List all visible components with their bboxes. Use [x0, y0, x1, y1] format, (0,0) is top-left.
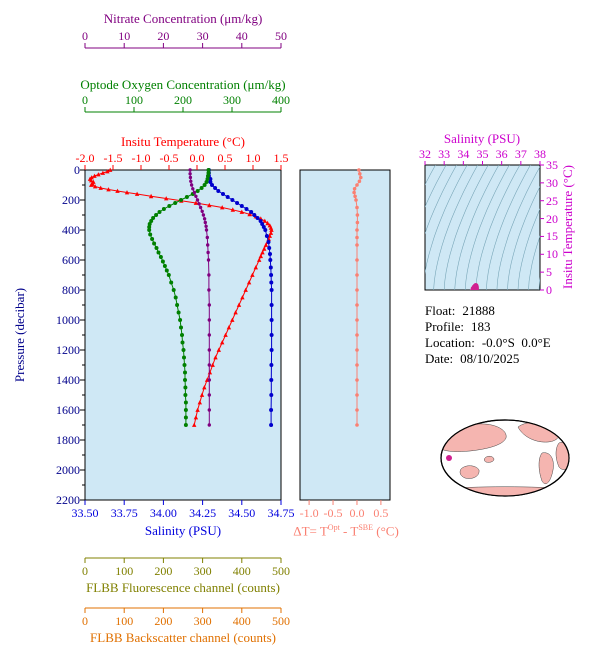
tick-label: 15 [546, 229, 558, 244]
salinity-axis-title: Salinity (PSU) [144, 523, 222, 538]
delta-t-sup-opt: Opt [327, 523, 340, 532]
tick-label: 100 [115, 614, 134, 628]
tick-label: 200 [62, 193, 80, 207]
tick-label: 40 [235, 29, 248, 43]
tick-label: 400 [232, 614, 251, 628]
tick-label: 20 [157, 29, 170, 43]
tick-label: 0 [82, 93, 88, 107]
tick-label: 500 [272, 614, 290, 628]
tick-label: 34.50 [228, 506, 256, 520]
tick-label: 5 [546, 265, 552, 280]
tick-label: -0.5 [159, 151, 179, 165]
tick-label: 0 [74, 163, 80, 177]
tick-label: 100 [115, 564, 134, 578]
tick-label: 50 [275, 29, 287, 43]
tick-label: 38 [534, 147, 546, 161]
tick-label: 300 [193, 564, 212, 578]
tick-label: 35 [546, 158, 558, 172]
tick-label: 33.50 [71, 506, 99, 520]
nitrate-axis-title: Nitrate Concentration (μm/kg) [103, 11, 263, 26]
tick-label: 400 [272, 93, 290, 107]
tick-label: 0 [546, 283, 552, 297]
profile-row: Profile: 183 [425, 319, 551, 335]
ts-salinity-title: Salinity (PSU) [443, 131, 521, 146]
tick-label: 400 [232, 564, 251, 578]
ts-temperature-title: Insitu Temperature (°C) [560, 165, 575, 289]
delta-t-title-part: - T [339, 523, 359, 539]
temperature-axis-title: Insitu Temperature (°C) [121, 134, 245, 149]
tick-label: 200 [154, 564, 173, 578]
tick-label: 1800 [56, 433, 80, 447]
float-label: Float: [425, 303, 456, 318]
tick-label: 1.0 [245, 151, 261, 165]
tick-label: 400 [62, 223, 80, 237]
tick-label: 1400 [56, 373, 80, 387]
tick-label: 32 [419, 147, 431, 161]
tick-label: 600 [62, 253, 80, 267]
delta-t-title-part: ΔT= T [293, 523, 328, 539]
tick-label: -1.5 [103, 151, 123, 165]
tick-label: 33 [438, 147, 451, 161]
tick-label: 25 [546, 193, 558, 208]
float-info-block: Float: 21888 Profile: 183 Location: -0.0°S … [425, 303, 551, 367]
tick-label: -2.0 [75, 151, 95, 165]
tick-label: 0.0 [349, 506, 365, 520]
tick-label: 30 [546, 175, 558, 190]
tick-label: 0 [82, 29, 88, 43]
delta-t-sup-sbe: SBE [358, 523, 374, 532]
tick-label: 2200 [56, 493, 80, 507]
tick-label: 500 [272, 564, 290, 578]
tick-label: 33.75 [110, 506, 138, 520]
tick-label: 34 [457, 147, 470, 161]
location-label: Location: [425, 335, 475, 350]
float-value: 21888 [462, 303, 495, 318]
profile-value: 183 [471, 319, 491, 334]
tick-label: 0.5 [373, 506, 389, 520]
tick-label: 34.25 [189, 506, 217, 520]
tick-label: 30 [196, 29, 209, 43]
tick-label: 1000 [56, 313, 80, 327]
backscatter-axis-title: FLBB Backscatter channel (counts) [90, 630, 276, 645]
tick-label: 1.5 [273, 151, 289, 165]
tick-label: 300 [223, 93, 241, 107]
tick-label: 200 [154, 614, 173, 628]
tick-label: 20 [546, 211, 558, 226]
location-value: -0.0°S 0.0°E [481, 335, 551, 350]
tick-label: -1.0 [131, 151, 151, 165]
date-row: Date: 08/10/2025 [425, 351, 551, 367]
oxygen-axis-title: Optode Oxygen Concentration (μm/kg) [80, 77, 286, 92]
tick-label: 2000 [56, 463, 80, 477]
tick-label: 0 [82, 564, 88, 578]
tick-label: 0.0 [189, 151, 205, 165]
profile-label: Profile: [425, 319, 464, 334]
tick-label: 36 [495, 147, 508, 161]
pressure-axis-title: Pressure (decibar) [12, 287, 27, 383]
fluorescence-axis-title: FLBB Fluorescence channel (counts) [86, 580, 280, 595]
tick-label: 37 [514, 147, 527, 161]
float-id-row: Float: 21888 [425, 303, 551, 319]
tick-label: 10 [118, 29, 131, 43]
location-row: Location: -0.0°S 0.0°E [425, 335, 551, 351]
tick-label: 800 [62, 283, 80, 297]
tick-label: 35 [476, 147, 489, 161]
tick-label: 34.00 [149, 506, 177, 520]
delta-t-title-part: (°C) [373, 523, 399, 539]
tick-label: 100 [125, 93, 143, 107]
tick-label: 1600 [56, 403, 80, 417]
tick-label: 0 [82, 614, 88, 628]
date-value: 08/10/2025 [460, 351, 520, 366]
date-label: Date: [425, 351, 454, 366]
tick-label: 0.5 [217, 151, 233, 165]
tick-label: 34.75 [267, 506, 295, 520]
delta-t-axis-title: ΔT= TOpt - TSBE (°C) [293, 523, 399, 539]
tick-label: -1.0 [299, 506, 319, 520]
tick-label: 300 [193, 614, 212, 628]
tick-label: -0.5 [323, 506, 343, 520]
tick-label: 1200 [56, 343, 80, 357]
tick-label: 10 [546, 247, 558, 262]
tick-label: 200 [174, 93, 192, 107]
